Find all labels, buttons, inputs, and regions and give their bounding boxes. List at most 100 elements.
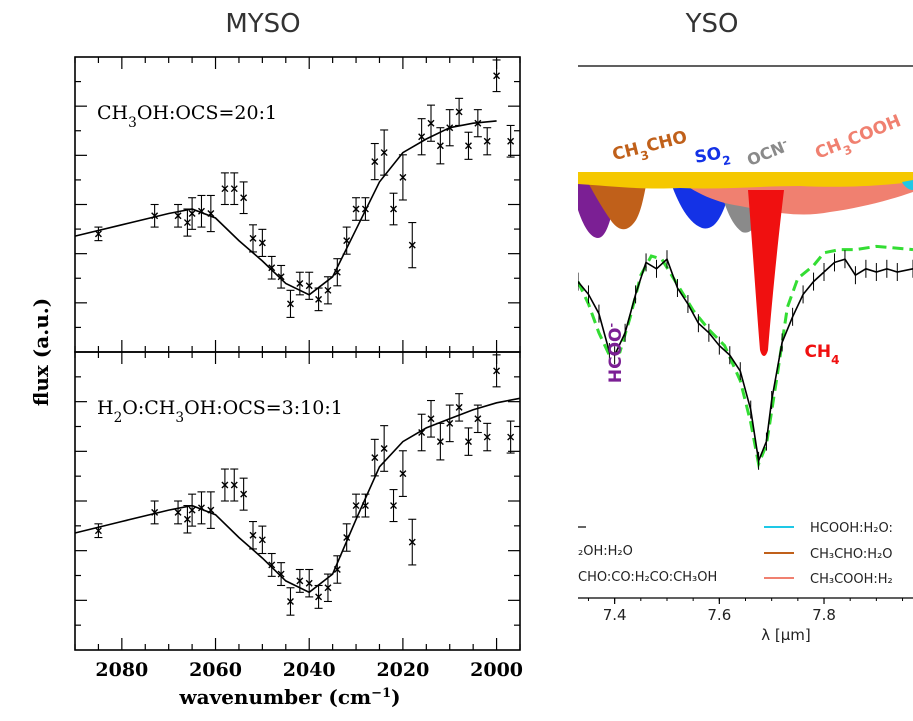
myso-bottom-fit-line: [74, 397, 521, 594]
point-marker: [352, 502, 360, 510]
myso-ylabel: flux (a.u.): [29, 298, 53, 406]
data-point: [473, 109, 482, 138]
data-point: [314, 287, 323, 312]
yso-xlabel: λ [μm]: [761, 626, 811, 644]
data-point: [150, 500, 159, 525]
label-hcoo: HCOO-: [605, 323, 627, 383]
data-point: [342, 523, 351, 552]
data-point: [314, 584, 323, 609]
data-point: [267, 255, 276, 280]
label-ocn: OCN-: [744, 135, 792, 170]
point-marker: [249, 531, 257, 539]
data-point: [352, 197, 361, 221]
point-marker: [286, 300, 294, 308]
data-point: [483, 127, 492, 156]
legend-right-1: HCOOH:H₂O:: [810, 521, 893, 536]
data-point: [295, 568, 304, 593]
data-point: [361, 197, 370, 221]
data-point: [174, 203, 183, 228]
data-point: [188, 493, 197, 527]
data-point: [389, 192, 398, 226]
point-marker: [151, 508, 159, 516]
point-marker: [464, 438, 472, 446]
data-point: [445, 404, 454, 443]
point-marker: [277, 273, 285, 281]
myso-bottom-panel: H2O:CH3OH:OCS=3:10:1: [74, 351, 521, 651]
data-point: [427, 399, 435, 438]
data-point: [150, 203, 159, 228]
data-point: [249, 224, 257, 253]
point-marker: [268, 264, 276, 272]
point-marker: [464, 142, 472, 150]
data-point: [197, 194, 206, 228]
point-marker: [230, 481, 238, 489]
point-marker: [94, 527, 102, 535]
data-point: [445, 109, 454, 147]
myso-top-fit-line: [74, 120, 497, 296]
point-marker: [493, 367, 501, 375]
data-point: [370, 142, 379, 181]
point-marker: [230, 185, 238, 193]
point-marker: [324, 584, 332, 592]
yso-xtick-label: 7.8: [812, 606, 836, 624]
point-marker: [333, 268, 341, 276]
point-marker: [207, 210, 215, 218]
point-marker: [221, 185, 229, 193]
data-point: [277, 264, 286, 289]
point-marker: [380, 149, 388, 157]
data-point: [464, 131, 473, 160]
point-marker: [315, 593, 323, 601]
point-marker: [174, 212, 182, 220]
point-marker: [343, 237, 351, 245]
myso-xtick-label: 2040: [283, 659, 336, 681]
data-point: [295, 271, 304, 296]
myso-header: MYSO: [225, 9, 300, 39]
yso-x-ticks: 7.4 7.6 7.8: [587, 598, 904, 624]
point-marker: [296, 280, 304, 288]
point-marker: [183, 515, 191, 523]
point-marker: [268, 561, 276, 569]
point-marker: [258, 239, 266, 247]
point-marker: [455, 403, 463, 411]
point-marker: [361, 205, 369, 213]
point-marker: [399, 470, 407, 478]
myso-chart: flux (a.u.) CH3OH:OCS=20:1 H2O:CH3OH:OCS…: [29, 56, 523, 709]
data-point: [305, 568, 314, 598]
data-point: [230, 172, 239, 206]
point-marker: [455, 108, 463, 116]
data-point: [188, 197, 197, 230]
point-marker: [474, 415, 482, 423]
data-point: [239, 181, 248, 215]
point-marker: [418, 133, 426, 141]
point-marker: [371, 158, 379, 166]
data-point: [323, 276, 332, 305]
point-marker: [240, 194, 248, 202]
point-marker: [380, 444, 388, 452]
data-point: [380, 129, 389, 176]
point-marker: [361, 502, 369, 510]
band-cyan-fill: [902, 180, 913, 190]
data-point: [427, 104, 435, 142]
myso-xlabel: wavenumber (cm−1): [178, 685, 400, 709]
data-point: [417, 413, 426, 452]
data-point: [455, 393, 464, 422]
point-marker: [258, 536, 266, 544]
yso-model-line: [578, 244, 913, 470]
point-marker: [474, 119, 482, 127]
data-point: [286, 289, 295, 318]
point-marker: [446, 419, 454, 427]
point-marker: [408, 241, 416, 249]
point-marker: [296, 577, 304, 585]
point-marker: [436, 438, 444, 446]
point-marker: [188, 210, 196, 218]
point-marker: [493, 72, 501, 80]
point-marker: [305, 579, 313, 587]
data-point: [352, 493, 361, 518]
data-point: [333, 258, 342, 287]
band-ch3cho-fill: [584, 175, 648, 230]
point-marker: [483, 137, 491, 145]
myso-bottom-annotation: H2O:CH3OH:OCS=3:10:1: [97, 397, 343, 426]
data-point: [398, 154, 407, 201]
data-point: [305, 271, 314, 300]
data-point: [492, 59, 501, 93]
